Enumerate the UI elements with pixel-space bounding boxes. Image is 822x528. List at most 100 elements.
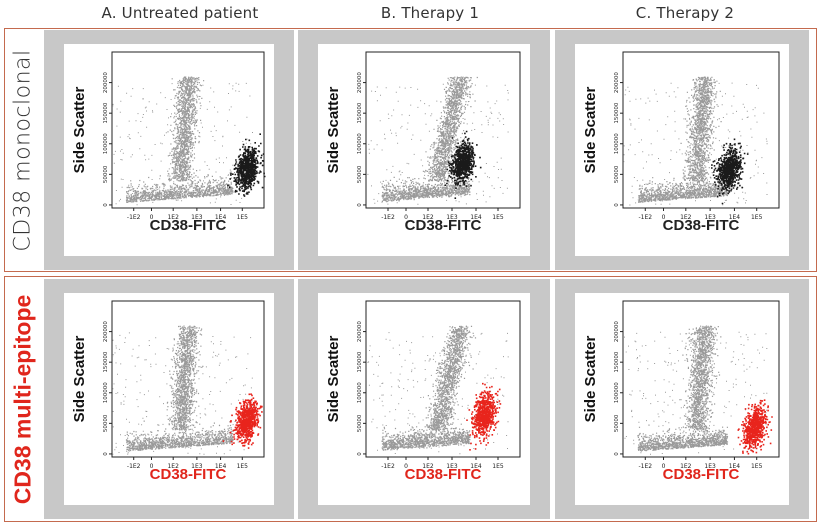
x-tick-label: 1E2 [680,214,692,221]
y-axis-label: Side Scatter [325,86,342,173]
gray-population [367,76,509,205]
y-axis-label: Side Scatter [71,86,88,173]
scatter-plot-0-0: -1E2 0 1E2 1E3 1E4 1E5 0 50000 100000 150000 20000… [71,51,266,234]
x-tick-label: 1E3 [446,214,458,221]
plot-card-1-0: -1E2 0 1E2 1E3 1E4 1E5 0 50000 100000 150000 20000… [64,293,274,505]
x-tick-label: 0 [404,214,408,221]
gray-population [367,325,509,455]
x-tick-label: 1E5 [492,214,504,221]
x-tick-label: 1E4 [729,214,741,221]
x-tick-label: -1E2 [638,463,652,470]
y-tick-label: 150000 [357,102,363,123]
x-tick-label: 1E2 [422,214,434,221]
x-tick-label: 1E5 [751,214,763,221]
x-tick-label: 1E4 [215,214,227,221]
x-axis-label: CD38-FITC [405,217,482,234]
x-axis-label: CD38-FITC [150,466,227,483]
plot-card-1-1: -1E2 0 1E2 1E3 1E4 1E5 0 50000 100000 150000 20000… [318,293,530,505]
y-tick-label: 50000 [357,165,363,183]
y-tick-label: 100000 [614,133,620,154]
y-tick-label: 0 [614,203,620,207]
x-tick-label: 1E3 [191,463,203,470]
x-tick-label: 0 [150,214,154,221]
gray-population [623,76,768,206]
y-tick-label: 50000 [357,414,363,432]
plot-frame [622,300,780,458]
y-axis-label: Side Scatter [582,86,599,173]
x-tick-label: 1E5 [237,214,249,221]
y-tick-label: 50000 [614,165,620,183]
highlight-cluster [227,133,266,197]
scatter-plot-1-0: -1E2 0 1E2 1E3 1E4 1E5 0 50000 100000 150000 20000… [71,300,265,483]
x-tick-label: -1E2 [638,214,652,221]
y-tick-label: 100000 [357,382,363,403]
highlight-cluster [737,399,773,455]
column-header-b: B. Therapy 1 [380,4,480,22]
y-tick-label: 50000 [614,414,620,432]
y-tick-label: 200000 [614,321,620,342]
row-label-multi-epitope-text: CD38 multi-epitope [9,294,36,504]
highlight-cluster [444,130,482,199]
plot-card-1-2: -1E2 0 1E2 1E3 1E4 1E5 0 50000 100000 150000 20000… [575,293,789,505]
y-axis-label: Side Scatter [325,335,342,422]
column-header-a: A. Untreated patient [101,4,259,22]
x-tick-label: 0 [662,214,666,221]
y-tick-label: 0 [103,452,109,456]
y-tick-label: 100000 [357,133,363,154]
plot-frame [365,51,521,209]
x-tick-label: 1E5 [237,463,249,470]
x-axis-label: CD38-FITC [663,466,740,483]
scatter-plot-0-1: -1E2 0 1E2 1E3 1E4 1E5 0 50000 100000 150000 20000… [325,51,521,234]
scatter-plot-1-2: -1E2 0 1E2 1E3 1E4 1E5 0 50000 100000 150000 20000… [582,300,780,483]
y-tick-label: 150000 [614,102,620,123]
plot-card-0-1: -1E2 0 1E2 1E3 1E4 1E5 0 50000 100000 150000 20000… [318,44,530,256]
y-tick-label: 0 [357,203,363,207]
x-tick-label: 1E4 [470,214,482,221]
gray-population [112,76,253,206]
y-axis-label: Side Scatter [582,335,599,422]
y-axis-label: Side Scatter [71,335,88,422]
gray-population [112,325,254,455]
x-tick-label: 1E3 [704,463,716,470]
y-tick-label: 200000 [357,321,363,342]
x-tick-label: 1E4 [729,463,741,470]
x-axis-label: CD38-FITC [405,466,482,483]
x-tick-label: 1E2 [680,463,692,470]
y-tick-label: 0 [614,452,620,456]
y-tick-label: 200000 [103,321,109,342]
highlight-cluster [466,382,502,451]
x-tick-label: 1E3 [446,463,458,470]
plot-card-0-0: -1E2 0 1E2 1E3 1E4 1E5 0 50000 100000 150000 20000… [64,44,274,256]
x-tick-label: 1E2 [422,463,434,470]
x-tick-label: 1E5 [751,463,763,470]
x-tick-label: 1E5 [492,463,504,470]
plot-card-0-2: -1E2 0 1E2 1E3 1E4 1E5 0 50000 100000 150000 20000… [575,44,789,256]
highlight-cluster [711,138,749,205]
y-tick-label: 100000 [614,382,620,403]
x-tick-label: 0 [150,463,154,470]
gray-population [624,325,768,455]
row-label-monoclonal-text: CD38 monoclonal [10,48,36,252]
plot-frame [622,51,780,209]
plot-frame [111,300,265,458]
column-header-c: C. Therapy 2 [635,4,735,22]
x-tick-label: 1E4 [470,463,482,470]
x-tick-label: 1E2 [167,214,179,221]
y-tick-label: 50000 [103,165,109,183]
y-tick-label: 100000 [103,382,109,403]
x-tick-label: 0 [404,463,408,470]
y-tick-label: 50000 [103,414,109,432]
x-tick-label: -1E2 [127,214,141,221]
row-frame-monoclonal [4,28,817,272]
highlight-cluster [222,393,263,449]
row-label-multi-epitope: CD38 multi-epitope [6,278,40,520]
y-tick-label: 150000 [103,351,109,372]
y-tick-label: 200000 [103,72,109,93]
plot-frame [365,300,521,458]
y-tick-label: 150000 [103,102,109,123]
row-label-monoclonal: CD38 monoclonal [6,30,40,270]
scatter-plot-0-2: -1E2 0 1E2 1E3 1E4 1E5 0 50000 100000 150000 20000… [582,51,780,234]
y-tick-label: 150000 [357,351,363,372]
x-tick-label: -1E2 [381,463,395,470]
plot-frame [111,51,265,209]
